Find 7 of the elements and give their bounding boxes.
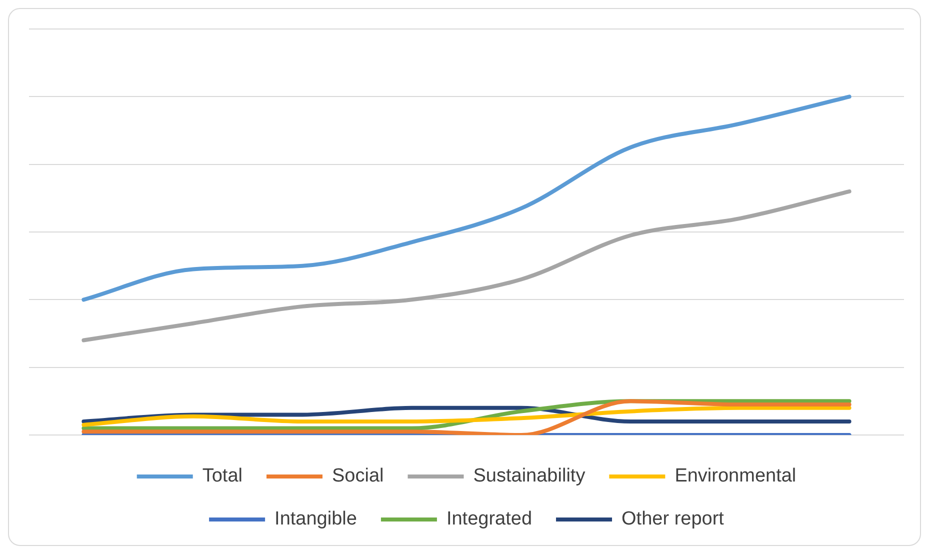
legend-label: Integrated — [446, 508, 532, 530]
legend-label: Environmental — [674, 466, 796, 487]
legend-label: Intangible — [274, 508, 357, 530]
legend-label: Total — [202, 466, 242, 487]
legend-label: Social — [332, 466, 384, 487]
legend-label: Sustainability — [473, 466, 586, 487]
legend-label: Other report — [622, 508, 725, 530]
